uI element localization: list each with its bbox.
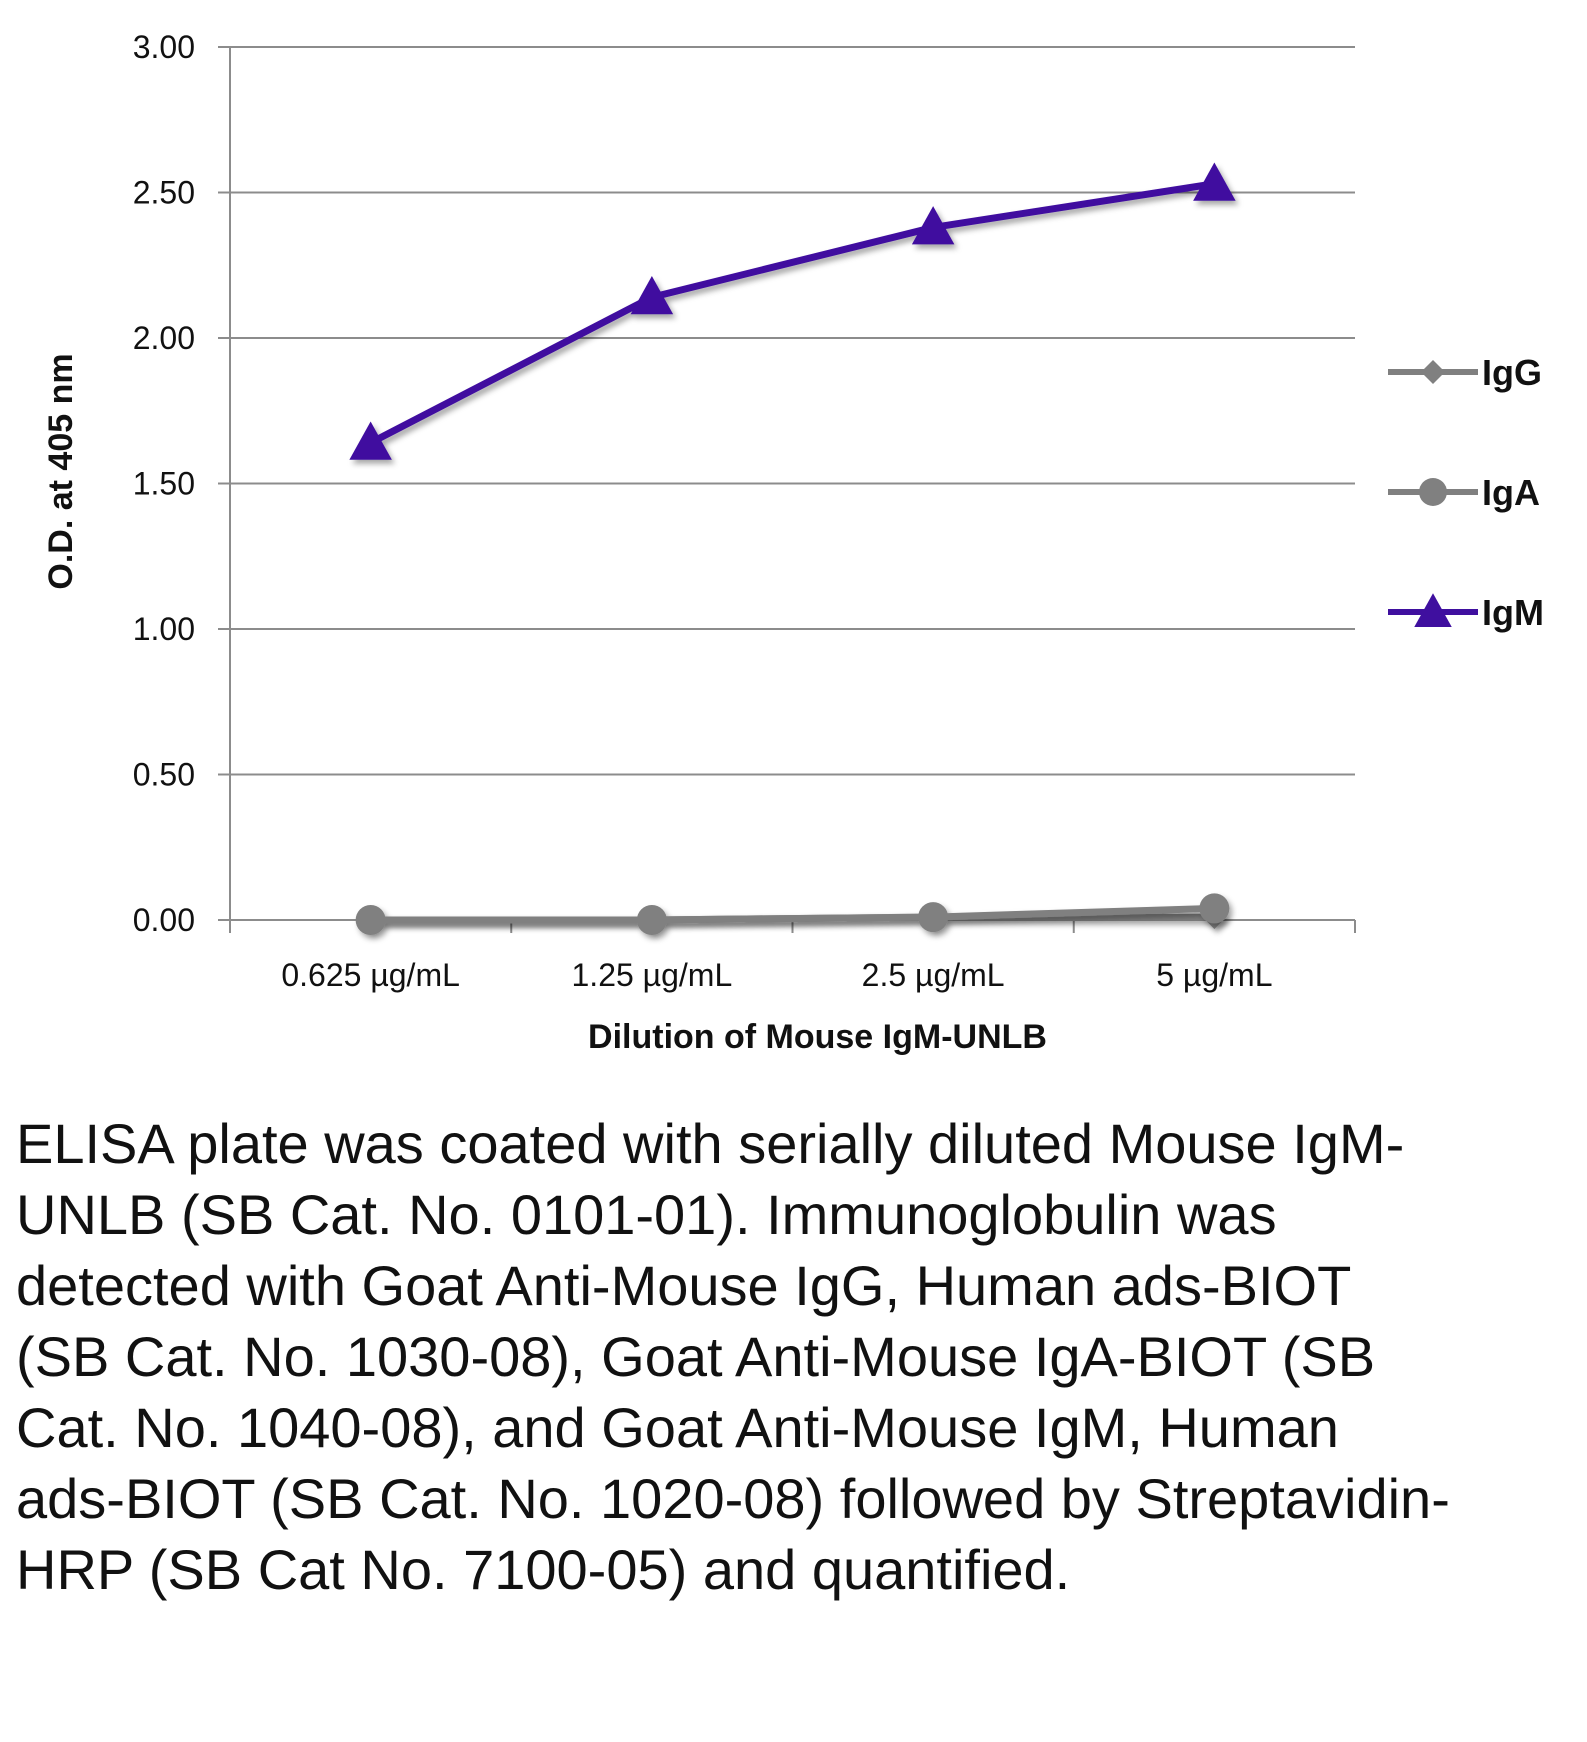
x-tick-label: 2.5 µg/mL [862,957,1005,993]
y-tick-label: 3.00 [133,29,195,65]
data-point [1199,893,1230,924]
y-tick-label: 1.00 [133,611,195,647]
x-tick-label: 5 µg/mL [1156,957,1272,993]
x-tick-label: 0.625 µg/mL [281,957,460,993]
legend-marker [1414,593,1452,627]
series-IgM [349,162,1236,460]
x-axis-title: Dilution of Mouse IgM-UNLB [588,1018,1047,1056]
series-line [369,180,1215,446]
y-axis-title: O.D. at 405 nm [42,353,80,589]
data-point [630,276,674,315]
legend-item-IgG: IgG [1388,352,1542,393]
y-tick-label: 2.50 [133,175,195,211]
legend-item-IgM: IgM [1388,592,1544,633]
y-tick-label: 0.50 [133,757,195,793]
legend-marker [1421,360,1445,384]
series-line [370,904,1215,924]
legend-label: IgA [1482,472,1540,513]
data-point [1193,162,1236,201]
x-axis-ticks: 0.625 µg/mL 1.25 µg/mL 2.5 µg/mL 5 µg/mL [229,920,1356,993]
x-tick-label: 1.25 µg/mL [572,957,733,993]
legend-label: IgM [1482,592,1544,633]
gridlines [230,46,1355,776]
legend-label: IgG [1482,352,1542,393]
series-layer [349,162,1236,935]
data-point [918,902,949,933]
elisa-line-chart: 0.00 0.50 1.00 1.50 2.00 2.50 3.00 0.625 µg/mL… [42,29,1544,1056]
y-tick-label: 1.50 [133,466,195,502]
legend-marker [1419,478,1447,506]
series-IgA [355,893,1230,935]
y-tick-label: 0.00 [133,902,195,938]
legend: IgG IgA IgM [1388,352,1544,633]
legend-item-IgA: IgA [1388,472,1540,513]
data-point [355,905,386,935]
figure-caption: ELISA plate was coated with serially dil… [16,1112,1450,1601]
data-point [636,905,667,935]
y-axis-ticks: 0.00 0.50 1.00 1.50 2.00 2.50 3.00 [133,29,230,938]
y-tick-label: 2.00 [133,320,195,356]
data-point [911,206,955,245]
data-point [349,421,392,460]
